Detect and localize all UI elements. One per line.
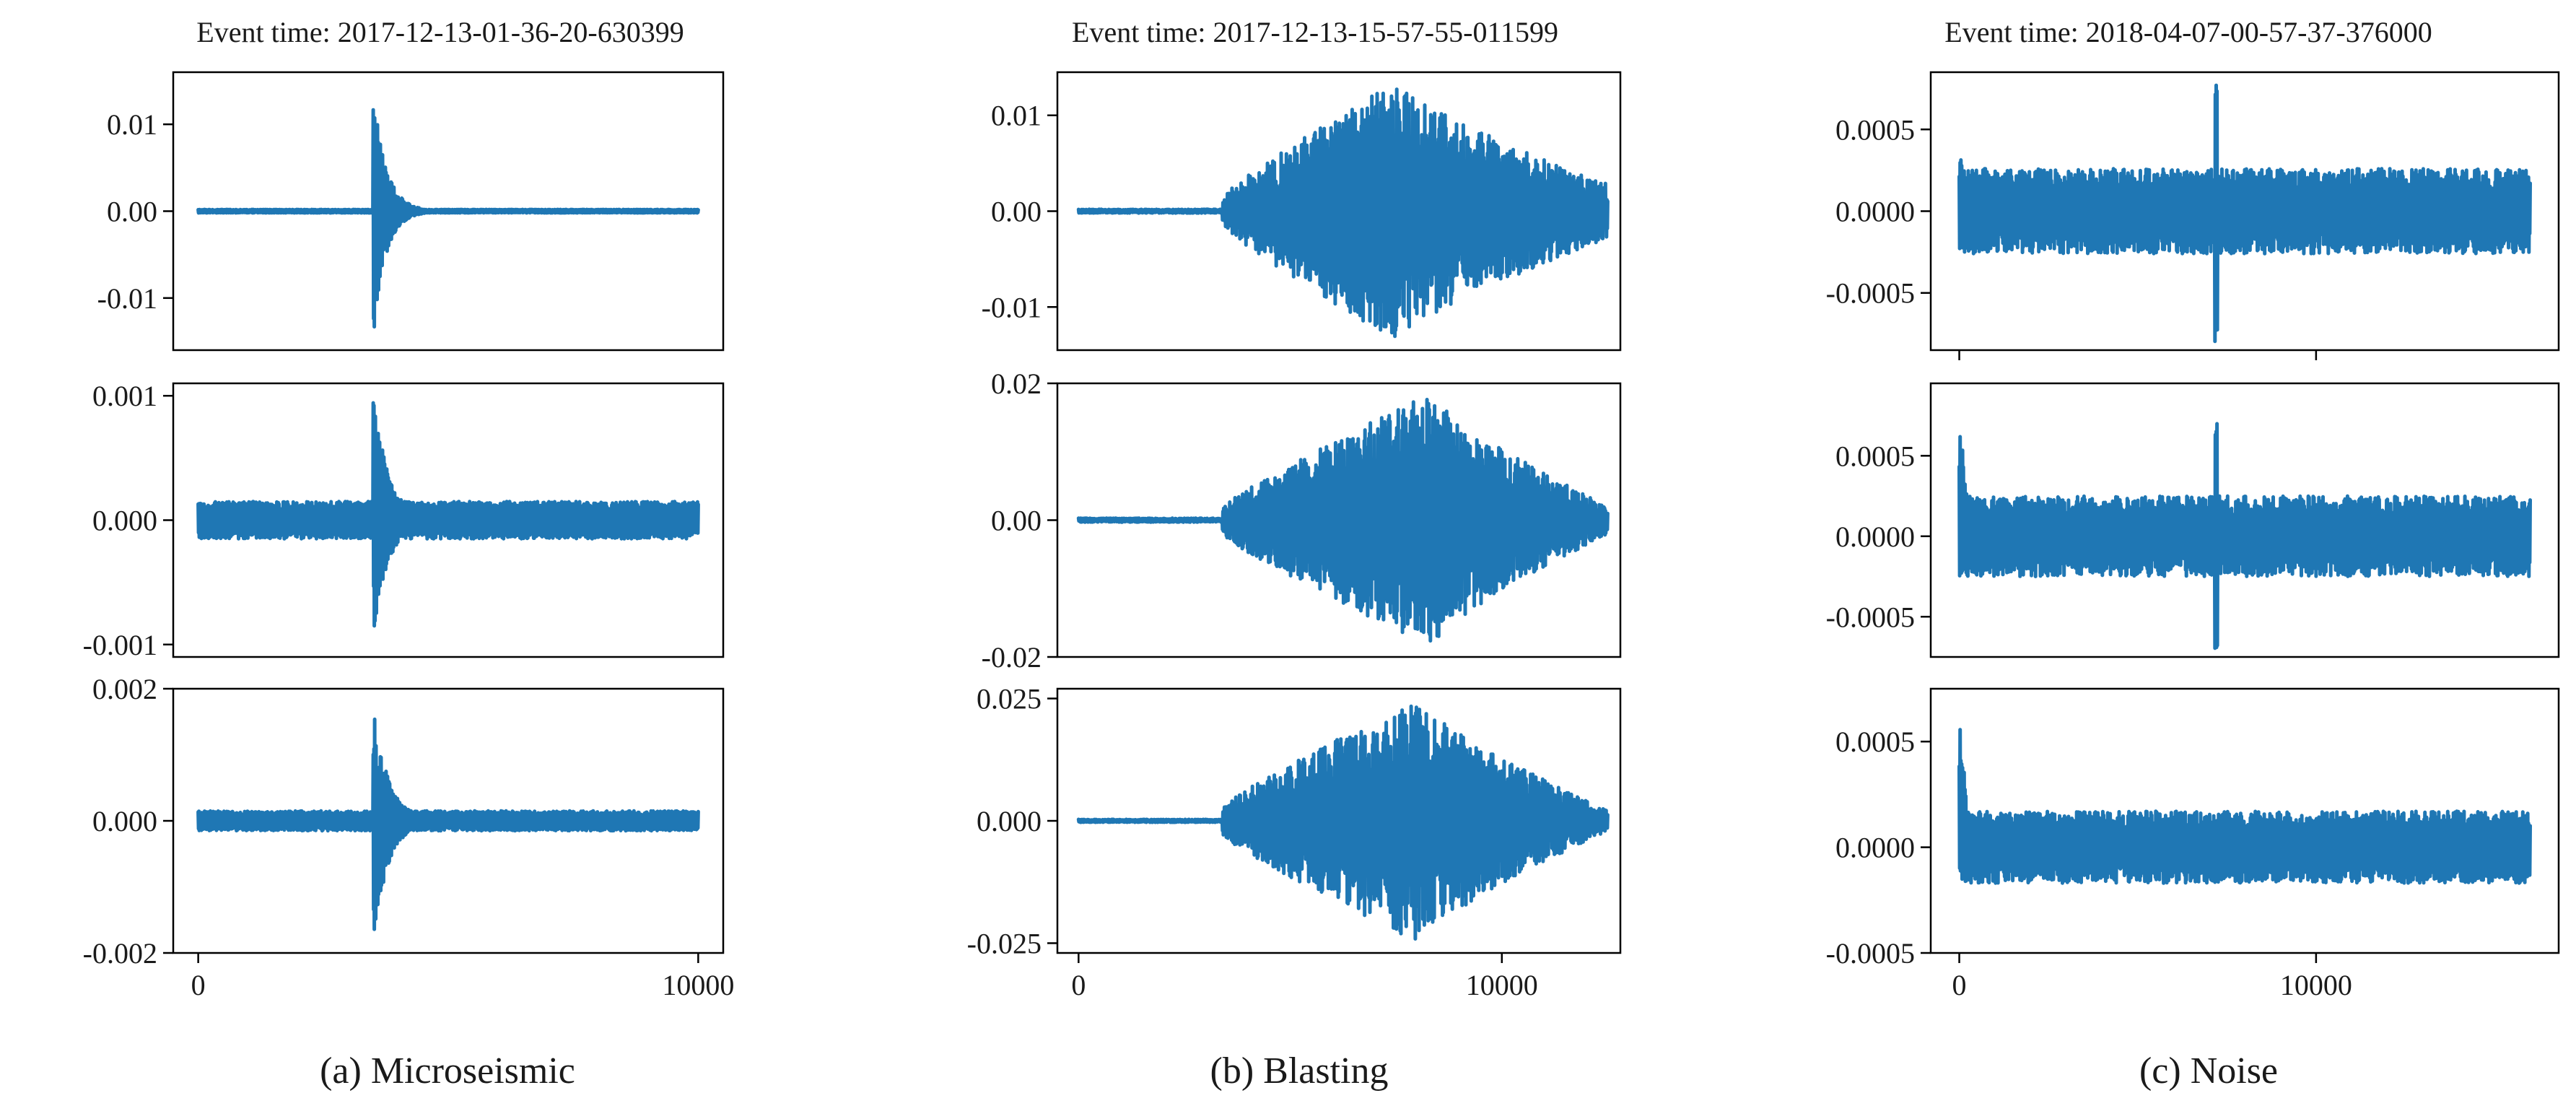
y-tick-label: 0.0000 <box>1835 196 1915 228</box>
y-tick-label: 0.000 <box>92 505 157 537</box>
y-tick-label: 0.0000 <box>1835 521 1915 553</box>
waveform-series <box>196 717 700 931</box>
y-tick-label: 0.01 <box>107 108 157 141</box>
y-tick-label: -0.025 <box>967 927 1042 959</box>
y-tick-label: -0.0005 <box>1826 937 1915 970</box>
y-tick-label: -0.001 <box>83 629 157 661</box>
x-tick-label: 10000 <box>1466 969 1538 1001</box>
y-tick-label: 0.0005 <box>1835 726 1915 758</box>
caption-noise: (c) Noise <box>2139 1050 2278 1092</box>
y-tick-label: 0.01 <box>991 100 1042 132</box>
y-tick-label: -0.0005 <box>1826 277 1915 310</box>
y-tick-label: 0.00 <box>991 196 1042 228</box>
waveform-series <box>1076 87 1610 339</box>
column-title-noise: Event time: 2018-04-07-00-57-37-376000 <box>1944 16 2432 48</box>
column-title-microseismic: Event time: 2017-12-13-01-36-20-630399 <box>196 16 684 48</box>
panel-microseismic-3: 0.002 0.000 -0.002 0 10000 <box>83 673 735 1001</box>
panel-blasting-1: 0.01 0.00 -0.01 <box>982 71 1622 352</box>
waveform-series <box>1957 728 2532 885</box>
y-tick-label: 0.0005 <box>1835 113 1915 146</box>
x-tick-label: 10000 <box>2280 969 2352 1001</box>
x-tick-label: 0 <box>1952 969 1967 1001</box>
y-tick-label: -0.02 <box>982 641 1042 674</box>
y-tick-label: -0.002 <box>83 937 157 970</box>
panel-blasting-2: 0.02 0.00 -0.02 <box>982 367 1622 674</box>
y-tick-label: 0.001 <box>92 380 157 412</box>
x-tick-label: 10000 <box>662 969 734 1001</box>
caption-blasting: (b) Blasting <box>1210 1050 1389 1092</box>
axes-frame <box>1929 687 2560 954</box>
y-tick-label: -0.01 <box>982 291 1042 323</box>
waveform-series <box>196 108 700 329</box>
panel-noise-2: 0.0005 0.0000 -0.0005 <box>1826 382 2560 658</box>
panel-microseismic-2: 0.001 0.000 -0.001 <box>83 380 725 661</box>
panel-microseismic-1: 0.01 0.00 -0.01 <box>97 71 725 352</box>
y-tick-label: -0.0005 <box>1826 601 1915 633</box>
waveform-series <box>1076 398 1610 643</box>
y-tick-label: 0.000 <box>92 805 157 837</box>
y-tick-label: 0.0005 <box>1835 440 1915 472</box>
panel-noise-1: 0.0005 0.0000 -0.0005 <box>1826 71 2560 360</box>
column-title-blasting: Event time: 2017-12-13-15-57-55-011599 <box>1072 16 1558 48</box>
x-tick-label: 0 <box>1071 969 1086 1001</box>
waveform-series <box>196 401 700 628</box>
y-tick-label: -0.01 <box>97 282 157 315</box>
panel-noise-3: 0.0005 0.0000 -0.0005 0 10000 <box>1826 687 2560 1001</box>
waveform-series <box>1957 422 2532 650</box>
axes-frame <box>1929 382 2560 658</box>
x-tick-label: 0 <box>191 969 206 1001</box>
y-tick-label: 0.00 <box>107 196 157 228</box>
panel-group: 0.010.00-0.010.0010.000-0.0010.0020.000-… <box>83 71 2560 1001</box>
y-tick-label: 0.002 <box>92 673 157 705</box>
y-tick-label: 0.00 <box>991 505 1042 537</box>
y-tick-label: 0.02 <box>991 367 1042 400</box>
y-tick-label: 0.0000 <box>1835 832 1915 864</box>
y-tick-label: 0.000 <box>977 805 1042 837</box>
waveform-series <box>1957 83 2532 344</box>
waveform-series <box>1076 704 1610 941</box>
caption-microseismic: (a) Microseismic <box>320 1050 575 1092</box>
y-tick-label: 0.025 <box>977 683 1042 715</box>
panel-blasting-3: 0.025 0.000 -0.025 0 10000 <box>967 683 1622 1001</box>
